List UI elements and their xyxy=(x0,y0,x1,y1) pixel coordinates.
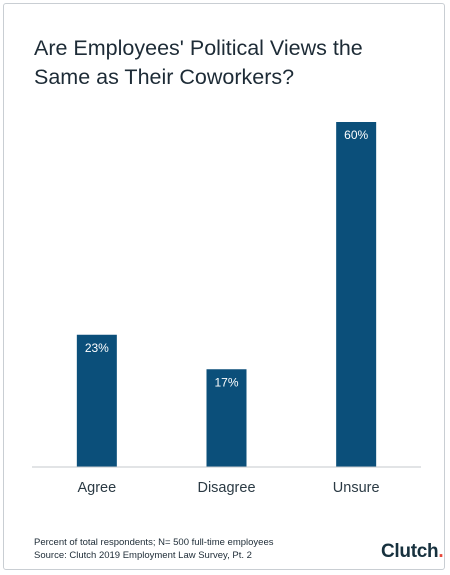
bars-layer xyxy=(76,122,377,467)
category-label-disagree: Disagree xyxy=(197,480,255,496)
value-label-agree: 23% xyxy=(85,341,109,355)
footnote: Percent of total respondents; N= 500 ful… xyxy=(34,537,273,562)
bar-agree xyxy=(76,334,117,467)
value-label-unsure: 60% xyxy=(344,128,368,142)
clutch-logo: Clutch. xyxy=(381,541,444,563)
bar-chart: 23% Agree 17% Disagree 60% Unsure xyxy=(32,122,421,496)
bar-unsure xyxy=(336,122,377,467)
footnote-line-respondents: Percent of total respondents; N= 500 ful… xyxy=(34,537,274,548)
logo-dot: . xyxy=(438,541,444,562)
chart-card: Are Employees' Political Views the Same … xyxy=(3,3,445,570)
category-label-agree: Agree xyxy=(77,480,116,496)
value-label-disagree: 17% xyxy=(214,375,238,389)
logo-text: Clutch xyxy=(381,541,439,562)
category-label-unsure: Unsure xyxy=(333,480,380,496)
bar-disagree xyxy=(206,369,247,467)
footnote-line-source: Source: Clutch 2019 Employment Law Surve… xyxy=(34,549,252,561)
chart-title: Are Employees' Political Views the Same … xyxy=(34,36,363,89)
labels-layer: 23% Agree 17% Disagree 60% Unsure xyxy=(77,128,379,496)
